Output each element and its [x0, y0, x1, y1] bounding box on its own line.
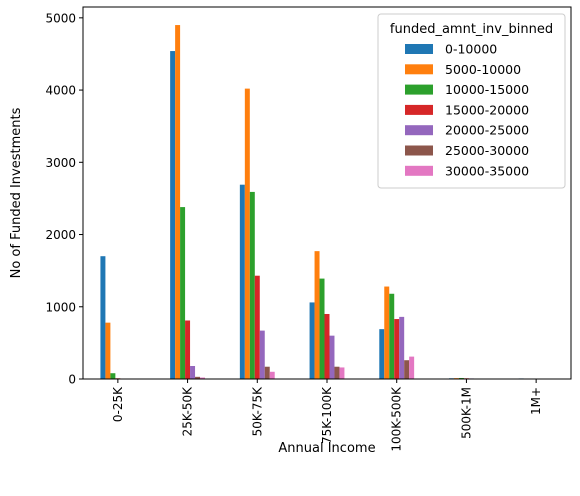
bar — [180, 207, 185, 379]
legend-entry: 30000-35000 — [445, 163, 529, 178]
y-tick-label: 1000 — [45, 300, 76, 314]
bar — [329, 336, 334, 379]
bar — [170, 51, 175, 379]
bar — [325, 314, 330, 379]
x-tick-label: 100K-500K — [390, 386, 404, 452]
bar — [399, 317, 404, 379]
bar — [320, 279, 325, 379]
bar — [245, 89, 250, 379]
legend-swatch — [405, 105, 433, 115]
legend-entry: 5000-10000 — [445, 62, 521, 77]
bar — [185, 320, 190, 379]
y-tick-label: 0 — [68, 373, 76, 387]
bar — [240, 185, 245, 379]
bar — [110, 373, 115, 379]
bar — [334, 367, 339, 379]
legend-swatch — [405, 146, 433, 156]
bar — [315, 251, 320, 379]
legend-swatch — [405, 125, 433, 135]
legend-swatch — [405, 64, 433, 74]
x-tick-label: 25K-50K — [181, 386, 195, 436]
bar — [260, 331, 265, 379]
bar — [250, 192, 255, 379]
y-tick-label: 5000 — [45, 11, 76, 25]
legend-entry: 25000-30000 — [445, 143, 529, 158]
legend-entry: 10000-15000 — [445, 82, 529, 97]
bar — [389, 294, 394, 379]
legend-box — [378, 14, 565, 188]
bar — [265, 367, 270, 379]
bar — [379, 329, 384, 379]
legend-entry: 15000-20000 — [445, 102, 529, 117]
legend-swatch — [405, 44, 433, 54]
bar — [190, 366, 195, 379]
x-tick-label: 50K-75K — [250, 386, 264, 436]
bar — [394, 319, 399, 379]
bar — [310, 302, 315, 379]
x-tick-label: 500K-1M — [459, 387, 473, 439]
y-tick-label: 3000 — [45, 156, 76, 170]
legend-entry: 0-10000 — [445, 42, 497, 57]
legend-swatch — [405, 85, 433, 95]
bar — [384, 287, 389, 379]
x-axis-label: Annual Income — [278, 441, 375, 456]
legend: funded_amnt_inv_binned 0-10000 5000-10000… — [378, 14, 565, 188]
legend-title: funded_amnt_inv_binned — [390, 22, 553, 37]
x-tick-label: 0-25K — [111, 386, 125, 422]
y-tick-label: 2000 — [45, 228, 76, 242]
legend-swatch — [405, 166, 433, 176]
bar — [100, 256, 105, 379]
x-tick-label: 1M+ — [529, 387, 543, 415]
bar — [175, 25, 180, 379]
y-tick-label: 4000 — [45, 84, 76, 98]
y-axis: 0 1000 2000 3000 4000 5000 — [45, 11, 83, 386]
y-axis-label: No of Funded Investments — [9, 107, 24, 278]
bar — [105, 323, 110, 379]
bar — [409, 357, 414, 379]
bar — [404, 360, 409, 379]
bar — [339, 367, 344, 379]
bar — [270, 372, 275, 379]
legend-entry: 20000-25000 — [445, 123, 529, 138]
x-tick-label: 75K-100K — [320, 386, 334, 444]
bar — [255, 276, 260, 379]
